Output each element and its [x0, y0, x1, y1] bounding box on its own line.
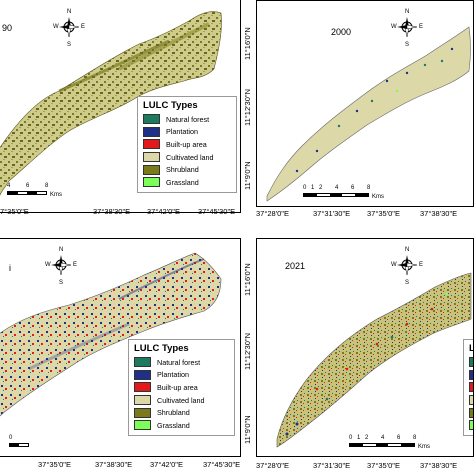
- legend-item: Plantation: [143, 126, 231, 139]
- compass-icon: [51, 255, 72, 276]
- scale-bar: 0 1 2 4 6 8 Kms: [303, 185, 384, 200]
- swatch-natural-forest: [469, 357, 473, 368]
- tick-x: 37°42'0"E: [147, 207, 180, 216]
- swatch-built-up: [134, 382, 151, 393]
- tick-x: 37°35'0"E: [367, 461, 400, 470]
- map-panel-2010: i N W E S LULC Types Natural forest Plan…: [0, 238, 241, 457]
- tick-y: 11°12'30"N: [243, 89, 252, 126]
- swatch-plantation: [134, 369, 151, 380]
- tick-y: 11°16'0"N: [243, 263, 252, 296]
- swatch-cultivated: [469, 395, 473, 406]
- legend-item: Grassland: [143, 176, 231, 189]
- swatch-shrubland: [469, 407, 473, 418]
- legend-title: L: [469, 343, 473, 354]
- compass-icon: [397, 255, 418, 276]
- swatch-grassland: [143, 177, 160, 188]
- tick-x: 7°35'0"E: [0, 207, 29, 216]
- map-year-1990: 90: [2, 23, 13, 33]
- legend-item: Cultivated land: [134, 394, 229, 407]
- tick-y: 11°16'0"N: [243, 27, 252, 60]
- legend-panel-1990: LULC Types Natural forest Plantation Bui…: [137, 96, 237, 193]
- swatch-grassland: [134, 420, 151, 431]
- legend-item: Shrubland: [134, 406, 229, 419]
- tick-x: 37°38'30"E: [93, 207, 131, 216]
- scale-bar: 0 1 2 4 6 8 Kms: [349, 435, 430, 450]
- swatch-shrubland: [143, 164, 160, 175]
- tick-x: 37°28'0"E: [256, 461, 289, 470]
- map-1990: [0, 11, 222, 196]
- swatch-natural-forest: [134, 357, 151, 368]
- swatch-cultivated: [143, 152, 160, 163]
- tick-x: 37°28'0"E: [256, 209, 289, 218]
- legend-title: LULC Types: [134, 343, 189, 354]
- tick-x: 37°31'30"E: [313, 461, 351, 470]
- north-arrow: N W E S: [389, 243, 425, 289]
- map-year-2010: i: [9, 263, 11, 273]
- legend-item: Grassland: [134, 419, 229, 432]
- map-year-2000: 2000: [331, 27, 352, 37]
- map-2021: [276, 272, 472, 448]
- watershed-2021: [276, 272, 472, 448]
- tick-x: 37°38'30"E: [420, 461, 458, 470]
- north-arrow: N W E S: [43, 243, 79, 289]
- legend-item: Plantation: [134, 369, 229, 382]
- legend-panel-2021-partial: L: [463, 339, 473, 436]
- legend-title: LULC Types: [143, 100, 198, 111]
- legend-item: Natural forest: [134, 356, 229, 369]
- tick-y: 11°9'0"N: [243, 415, 252, 444]
- legend-item: Cultivated land: [143, 151, 231, 164]
- tick-y: 11°9'0"N: [243, 161, 252, 190]
- map-panel-2021: 2021 N W E S L 0 1: [256, 238, 474, 457]
- swatch-built-up: [143, 139, 160, 150]
- legend-item: Built-up area: [143, 138, 231, 151]
- map-2010: [0, 252, 222, 417]
- compass-icon: [397, 17, 418, 38]
- swatch-plantation: [143, 126, 160, 137]
- north-arrow: N W E S: [389, 5, 425, 51]
- swatch-natural-forest: [143, 114, 160, 125]
- map-year-2021: 2021: [285, 261, 306, 271]
- scale-bar: 4 6 8 Kms: [7, 183, 62, 198]
- watershed-1990: [0, 11, 222, 196]
- tick-x: 37°38'30"E: [95, 460, 133, 469]
- tick-x: 37°45'30"E: [198, 207, 236, 216]
- tick-x: 37°42'0"E: [150, 460, 183, 469]
- legend-panel-2010: LULC Types Natural forest Plantation Bui…: [128, 339, 235, 436]
- map-panel-2000: 2000 N W E S 0 1 2 4 6 8 Km: [256, 0, 474, 207]
- swatch-shrubland: [134, 407, 151, 418]
- north-arrow: N W E S: [51, 5, 87, 51]
- scale-bar: 0: [9, 435, 39, 453]
- tick-x: 37°31'30"E: [313, 209, 351, 218]
- legend-item: Natural forest: [143, 113, 231, 126]
- watershed-2000: [266, 26, 471, 202]
- map-2000: [266, 26, 471, 202]
- legend-item: Built-up area: [134, 381, 229, 394]
- tick-y: 11°12'30"N: [243, 333, 252, 370]
- tick-x: 37°35'0"E: [38, 460, 71, 469]
- tick-x: 37°38'30"E: [420, 209, 458, 218]
- map-panel-1990: 90 N W E S LULC Types Natural forest Pla…: [0, 0, 241, 213]
- swatch-grassland: [469, 420, 473, 431]
- watershed-2010: [0, 252, 222, 417]
- swatch-plantation: [469, 369, 473, 380]
- swatch-built-up: [469, 382, 473, 393]
- legend-item: Shrubland: [143, 163, 231, 176]
- tick-x: 37°45'30"E: [203, 460, 241, 469]
- swatch-cultivated: [134, 395, 151, 406]
- compass-icon: [59, 17, 80, 38]
- tick-x: 37°35'0"E: [367, 209, 400, 218]
